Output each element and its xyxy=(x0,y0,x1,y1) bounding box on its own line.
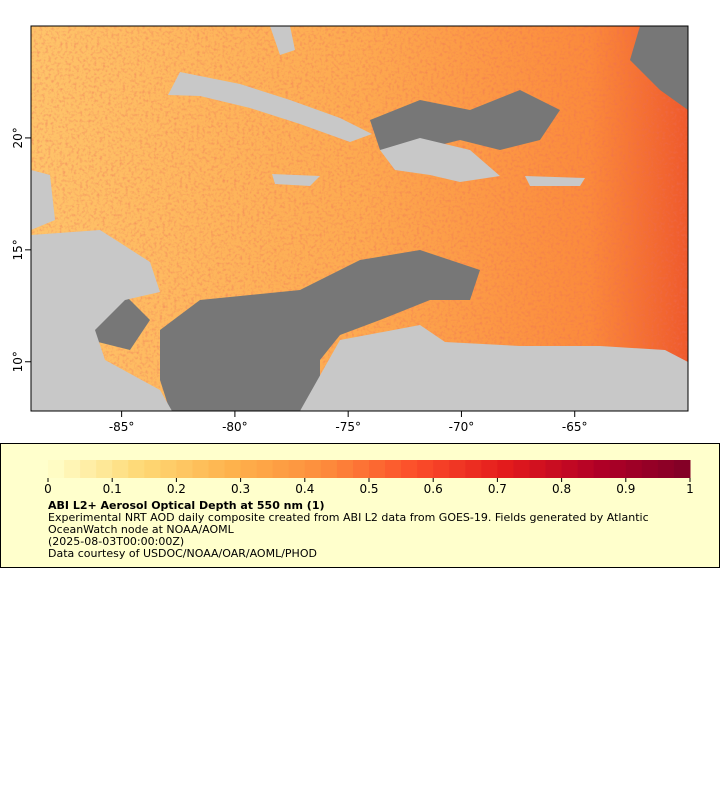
y-tick-label: 10° xyxy=(11,351,25,372)
colorbar-step xyxy=(577,460,595,478)
x-tick-label: -70° xyxy=(449,420,475,434)
colorbar-tick-label: 0.1 xyxy=(103,482,122,496)
y-tick-label: 15° xyxy=(11,239,25,260)
y-tick-label: 20° xyxy=(11,127,25,148)
colorbar-tick-label: 0.4 xyxy=(295,482,314,496)
map: -85° -80° -75° -70° -65° 10° 15° 20° xyxy=(11,25,689,434)
colorbar-step xyxy=(80,460,97,478)
colorbar-step xyxy=(625,460,643,478)
colorbar-step xyxy=(112,460,129,478)
legend-title: ABI L2+ Aerosol Optical Depth at 550 nm … xyxy=(48,499,325,512)
colorbar-tick-label: 0.5 xyxy=(359,482,378,496)
colorbar-step xyxy=(208,460,226,478)
colorbar-step xyxy=(465,460,482,478)
time: (2025-08-03T00:00:00Z) xyxy=(48,535,185,548)
colorbar-step xyxy=(449,460,466,478)
colorbar-tick-label: 0.3 xyxy=(231,482,250,496)
colorbar-tick-label: 0.6 xyxy=(424,482,443,496)
colorbar-step xyxy=(561,460,579,478)
credit: Data courtesy of USDOC/NOAA/OAR/AOML/PHO… xyxy=(48,547,317,560)
colorbar-step xyxy=(513,460,530,478)
colorbar-step xyxy=(657,460,675,478)
colorbar-step xyxy=(128,460,145,478)
colorbar-step xyxy=(160,460,177,478)
colorbar-step xyxy=(369,460,386,478)
map-frame xyxy=(30,25,689,412)
colorbar-step xyxy=(240,460,258,478)
colorbar-tick-label: 0.9 xyxy=(616,482,635,496)
colorbar-step xyxy=(144,460,161,478)
colorbar-step xyxy=(320,460,338,478)
colorbar-step xyxy=(288,460,306,478)
colorbar-step xyxy=(433,460,450,478)
colorbar-step xyxy=(256,460,274,478)
legend-text: ABI L2+ Aerosol Optical Depth at 550 nm … xyxy=(48,500,678,560)
colorbar-step xyxy=(176,460,193,478)
colorbar-step xyxy=(593,460,611,478)
colorbar-step xyxy=(401,460,418,478)
colorbar-step xyxy=(481,460,498,478)
x-tick-label: -85° xyxy=(109,420,135,434)
legend: 0 0.1 0.2 0.3 0.4 0.5 0.6 0.7 0.8 0.9 1 ABI L2+ Ae… xyxy=(0,443,720,568)
description: Experimental NRT AOD daily composite cre… xyxy=(48,511,649,536)
colorbar-tick-label: 0.8 xyxy=(552,482,571,496)
colorbar-step xyxy=(64,460,81,478)
colorbar-step xyxy=(96,460,113,478)
colorbar-step xyxy=(529,460,547,478)
colorbar-step xyxy=(385,460,402,478)
colorbar-step xyxy=(673,460,691,478)
colorbar-step xyxy=(224,460,242,478)
colorbar-step xyxy=(497,460,514,478)
colorbar-tick-label: 0.7 xyxy=(488,482,507,496)
colorbar-step xyxy=(417,460,434,478)
colorbar-step xyxy=(272,460,290,478)
colorbar-step xyxy=(352,460,370,478)
colorbar-step xyxy=(336,460,354,478)
raster xyxy=(31,26,688,411)
colorbar-step xyxy=(545,460,563,478)
colorbar-step xyxy=(48,460,65,478)
colorbar-step xyxy=(192,460,209,478)
colorbar-tick-label: 1 xyxy=(686,482,694,496)
colorbar-step xyxy=(641,460,659,478)
x-tick-label: -75° xyxy=(335,420,361,434)
x-tick-label: -80° xyxy=(222,420,248,434)
colorbar-tick-label: 0 xyxy=(44,482,52,496)
colorbar-step xyxy=(304,460,322,478)
colorbar: 0 0.1 0.2 0.3 0.4 0.5 0.6 0.7 0.8 0.9 1 xyxy=(44,460,694,496)
x-tick-label: -65° xyxy=(562,420,588,434)
colorbar-tick-label: 0.2 xyxy=(167,482,186,496)
colorbar-step xyxy=(609,460,627,478)
